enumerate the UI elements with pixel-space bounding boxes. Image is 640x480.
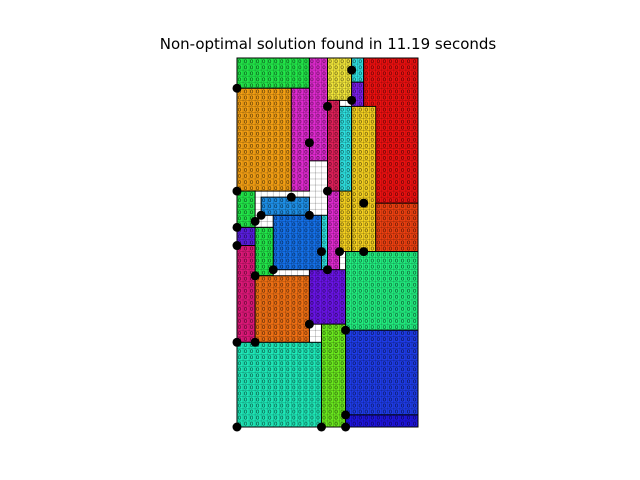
packed-rectangle-cells (345, 251, 418, 331)
packed-rectangle-cells (309, 58, 328, 161)
rectangles-layer (236, 57, 419, 428)
packed-rectangle (236, 190, 256, 228)
corner-point (256, 210, 266, 220)
packed-rectangle (339, 105, 353, 192)
corner-point (347, 65, 357, 75)
corner-point (316, 422, 326, 432)
corner-point (341, 325, 351, 335)
packed-rectangle (351, 105, 377, 253)
corner-point (268, 265, 278, 275)
corner-point (341, 422, 351, 432)
packed-rectangle (320, 323, 347, 428)
corner-point (232, 337, 242, 347)
corner-point (250, 271, 260, 281)
packed-rectangle-cells (339, 191, 352, 252)
packed-rectangle-cells (237, 342, 322, 427)
packed-rectangle (254, 226, 274, 277)
corner-point (304, 210, 314, 220)
corner-point (323, 186, 332, 196)
packed-rectangle-cells (351, 106, 376, 252)
packed-rectangle-cells (237, 58, 310, 89)
packed-rectangle-cells (351, 58, 364, 83)
packed-rectangle-cells (273, 215, 322, 270)
packed-rectangle (236, 87, 292, 192)
corner-point (232, 222, 242, 232)
packed-rectangle-cells (255, 227, 274, 276)
packed-rectangle (345, 251, 419, 331)
packed-rectangle-cells (375, 203, 418, 252)
corner-point (304, 319, 314, 329)
packed-rectangle-cells (321, 324, 346, 427)
packed-rectangle (375, 202, 419, 253)
packed-rectangle-cells (237, 245, 256, 343)
packed-rectangle-cells (321, 215, 328, 270)
packed-rectangle-cells (237, 88, 292, 192)
corner-point (232, 83, 242, 93)
packed-rectangle (345, 414, 419, 428)
corner-point (250, 216, 260, 226)
corner-point (323, 101, 332, 111)
corner-point (304, 138, 314, 148)
packed-rectangle (254, 275, 310, 343)
grid-lines (237, 58, 418, 427)
corner-point (359, 247, 369, 257)
packed-rectangle-cells (261, 197, 310, 216)
packed-rectangle (236, 341, 322, 428)
packed-rectangle (308, 57, 328, 162)
packed-rectangle-cells (345, 330, 418, 415)
packed-rectangle-cells (345, 414, 418, 427)
corner-point (232, 186, 242, 196)
corner-point (347, 95, 357, 105)
packed-rectangle-cells (291, 88, 310, 192)
corner-point (359, 198, 369, 208)
packed-rectangle (290, 87, 310, 192)
packed-rectangle (236, 245, 256, 343)
packed-rectangle-cells (327, 100, 340, 192)
packed-rectangle (320, 214, 329, 271)
packed-rectangle (345, 329, 419, 416)
packed-rectangle-cells (327, 58, 352, 101)
packed-rectangle (308, 269, 347, 325)
packed-rectangle (327, 99, 341, 192)
chart-title: Non-optimal solution found in 11.19 seco… (160, 35, 497, 53)
corner-point (286, 192, 296, 202)
packed-rectangle (339, 190, 353, 253)
corner-point (323, 265, 332, 275)
corner-point (232, 241, 242, 251)
packed-rectangle-cells (255, 275, 310, 343)
corner-point (316, 247, 326, 257)
packed-rectangle-cells (309, 269, 346, 325)
corner-point (341, 410, 351, 420)
packed-rectangle (327, 57, 353, 101)
corner-point (335, 247, 345, 257)
corner-point (232, 422, 242, 432)
corner-points-layer (232, 65, 369, 432)
packed-rectangle-cells (237, 191, 256, 228)
packed-rectangle (236, 57, 310, 89)
packed-rectangle-cells (339, 106, 352, 192)
packed-rectangle (260, 196, 310, 216)
corner-point (250, 337, 260, 347)
packed-rectangle (272, 214, 322, 271)
